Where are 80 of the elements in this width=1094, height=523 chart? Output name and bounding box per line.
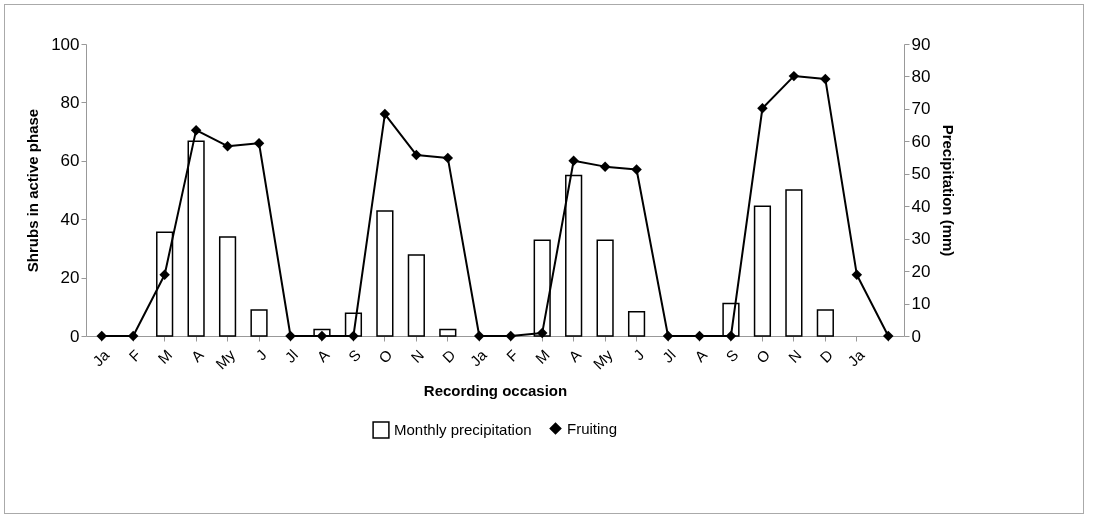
point <box>568 155 579 167</box>
bar <box>376 210 394 337</box>
y-tick-label: 40 <box>60 209 80 229</box>
point <box>96 330 107 342</box>
legend-label: Fruiting <box>567 419 618 437</box>
y2-tick-label: 20 <box>911 261 931 281</box>
point <box>348 330 359 342</box>
x-axis-title: Recording occasion <box>423 382 568 400</box>
y2-tick-label: 90 <box>911 34 931 54</box>
point <box>285 330 296 342</box>
x-tick-label: A <box>691 346 711 366</box>
point <box>788 70 800 82</box>
point <box>222 140 233 152</box>
x-tick-label: Ja <box>844 345 868 370</box>
y2-tick-label: 0 <box>911 326 921 346</box>
point <box>474 330 485 342</box>
point <box>757 103 768 114</box>
point <box>536 327 548 339</box>
y2-tick-label: 70 <box>911 99 931 119</box>
bar <box>753 205 772 337</box>
x-tick-label: N <box>784 346 805 366</box>
y-tick-label: 60 <box>60 151 80 171</box>
x-tick-label: My <box>212 345 239 373</box>
x-tick-label: J <box>629 346 648 364</box>
x-tick-label: Ja <box>466 345 491 370</box>
x-tick-label: O <box>752 346 774 367</box>
point <box>411 149 422 161</box>
bar <box>407 254 425 337</box>
x-tick-label: M <box>154 346 176 367</box>
x-tick-label: S <box>344 346 365 366</box>
point <box>631 164 642 175</box>
point <box>599 161 611 172</box>
x-tick-label: A <box>187 346 207 366</box>
point <box>820 73 831 85</box>
point <box>851 269 863 280</box>
y-tick-label: 20 <box>60 268 80 288</box>
x-tick-label: D <box>816 345 837 366</box>
bar <box>218 236 237 337</box>
point <box>159 269 170 280</box>
point <box>442 152 454 164</box>
x-tick-label: F <box>502 346 522 365</box>
bar <box>785 189 803 337</box>
legend-label: Monthly precipitation <box>394 421 532 438</box>
x-tick-label: A <box>565 346 585 366</box>
x-tick-label: F <box>125 346 144 365</box>
y2-tick-label: 30 <box>911 229 931 249</box>
x-tick-label: My <box>589 345 617 373</box>
point <box>662 330 674 342</box>
point <box>253 138 265 149</box>
point <box>379 108 391 120</box>
y-tick-label: 100 <box>51 34 80 54</box>
x-tick-label: M <box>531 346 553 367</box>
x-tick-label: Jl <box>658 346 679 366</box>
x-tick-label: S <box>722 346 742 366</box>
y2-tick-label: 60 <box>911 131 931 151</box>
y2-axis-title: Precipitation (mm) <box>940 124 958 257</box>
y2-tick-label: 10 <box>911 294 931 314</box>
bar <box>250 309 268 337</box>
point <box>190 124 202 136</box>
point <box>883 330 894 342</box>
x-tick-label: D <box>438 345 459 366</box>
y-tick-label: 0 <box>70 326 80 346</box>
bar <box>439 328 457 337</box>
x-tick-label: A <box>313 346 333 366</box>
y2-tick-label: 50 <box>911 164 931 184</box>
point <box>725 330 737 342</box>
point <box>694 330 705 342</box>
bar <box>627 310 646 337</box>
x-tick-label: Jl <box>281 346 302 366</box>
y-tick-label: 80 <box>60 92 80 112</box>
bar <box>596 239 614 337</box>
x-tick-label: Ja <box>89 345 113 370</box>
bar <box>816 309 834 337</box>
point <box>505 330 516 342</box>
y2-tick-label: 80 <box>911 66 931 86</box>
x-tick-label: J <box>252 346 270 364</box>
y2-tick-label: 40 <box>911 196 931 216</box>
y-axis-title: Shrubs in active phase <box>24 108 42 273</box>
x-tick-label: N <box>407 346 427 366</box>
x-tick-label: O <box>375 346 396 367</box>
